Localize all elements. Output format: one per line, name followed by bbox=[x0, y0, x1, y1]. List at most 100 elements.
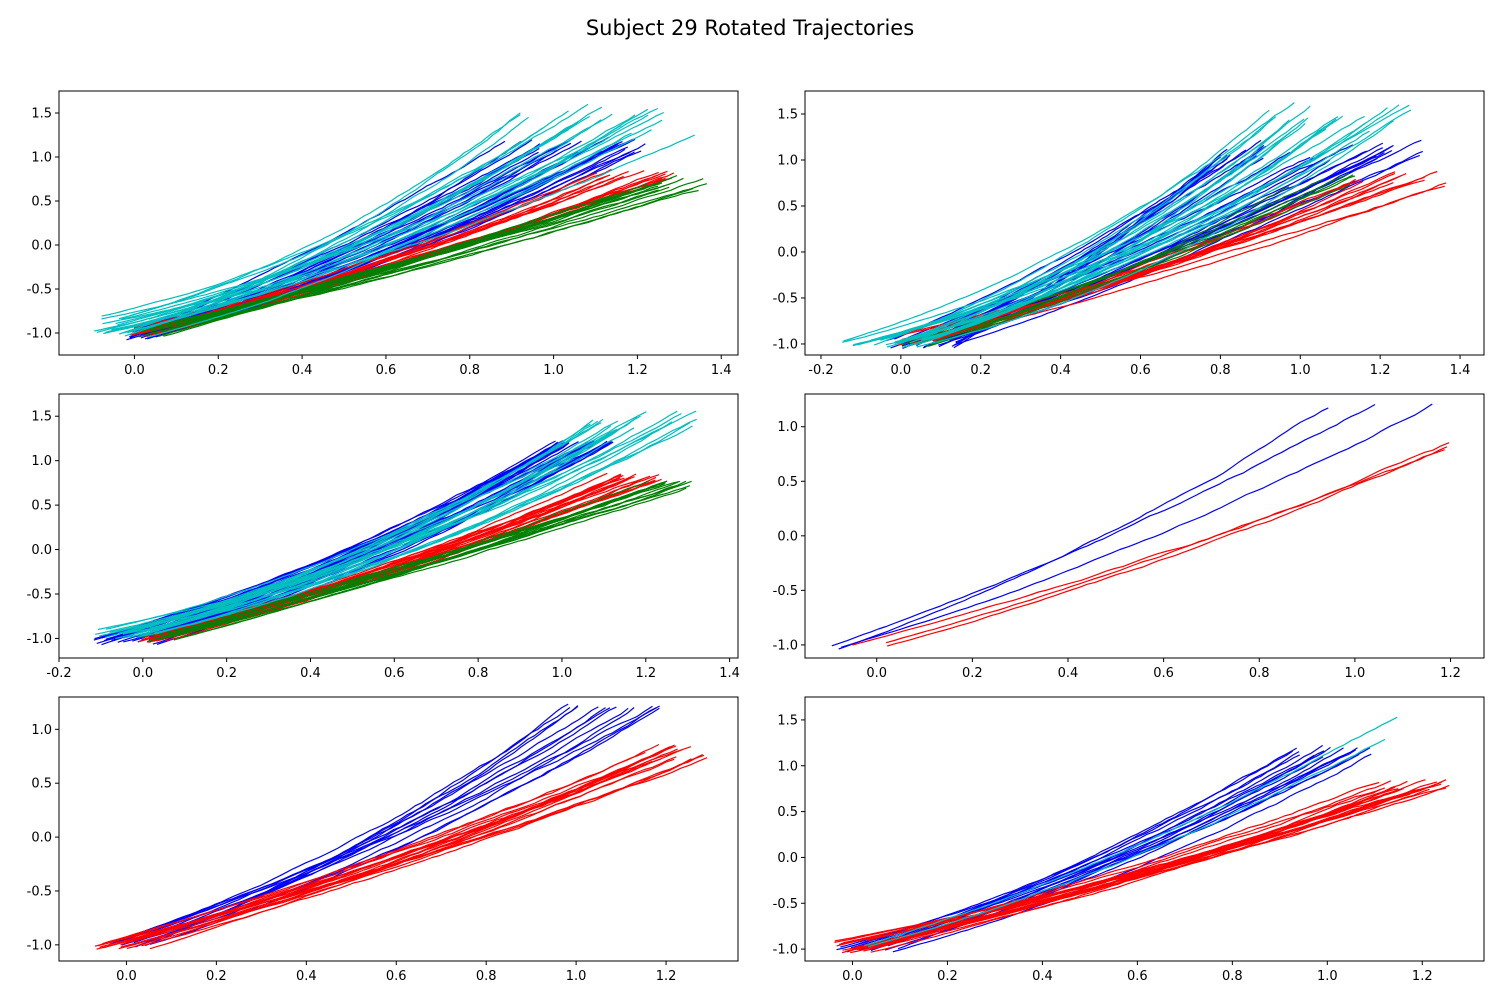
trajectory-line-cyan bbox=[127, 119, 602, 334]
x-tick-label: 0.6 bbox=[1153, 666, 1174, 681]
trajectory-line-blue bbox=[108, 705, 653, 944]
trajectory-line-cyan bbox=[97, 424, 667, 631]
trajectory-line-green bbox=[173, 484, 657, 641]
y-tick-label: 0.0 bbox=[31, 239, 52, 254]
x-tick-label: 1.0 bbox=[566, 969, 587, 984]
y-tick-label: 1.5 bbox=[31, 410, 52, 425]
trajectory-line-cyan bbox=[119, 127, 543, 335]
x-tick-label: 0.4 bbox=[1058, 666, 1079, 681]
axes-frame bbox=[804, 393, 1485, 659]
y-tick-label: 0.5 bbox=[31, 195, 52, 210]
x-tick-label: 0.6 bbox=[376, 363, 397, 378]
x-tick-label: 1.0 bbox=[1317, 969, 1338, 984]
trajectory-group bbox=[94, 103, 708, 341]
x-tick-label: 0.2 bbox=[216, 666, 237, 681]
trajectory-line-cyan bbox=[154, 428, 621, 634]
trajectory-line-cyan bbox=[115, 121, 579, 324]
trajectory-line-green bbox=[135, 185, 659, 333]
trajectory-line-cyan bbox=[885, 122, 1367, 346]
trajectory-line-green bbox=[928, 174, 1354, 347]
x-tick-label: 0.4 bbox=[296, 969, 317, 984]
x-tick-label: 0.2 bbox=[937, 969, 958, 984]
trajectory-line-red bbox=[885, 442, 1450, 644]
y-tick-label: -0.5 bbox=[773, 584, 798, 599]
y-tick-label: -1.0 bbox=[773, 337, 798, 352]
trajectory-line-green bbox=[165, 483, 666, 635]
trajectory-line-blue bbox=[840, 749, 1357, 948]
trajectory-group bbox=[842, 102, 1447, 349]
x-tick-label: 0.8 bbox=[1222, 969, 1243, 984]
trajectory-line-cyan bbox=[121, 107, 659, 320]
y-tick-label: 1.5 bbox=[777, 713, 798, 728]
y-tick-label: -1.0 bbox=[27, 327, 52, 342]
trajectory-line-cyan bbox=[880, 118, 1273, 341]
y-tick-label: -0.5 bbox=[27, 283, 52, 298]
trajectory-line-cyan bbox=[101, 111, 665, 320]
subplot-5: 0.0 0.2 0.4 0.6 0.8 1.0 1.2 -1.0 -0.5 0.0 0.5 1.0 bbox=[27, 696, 739, 984]
y-tick-label: 0.5 bbox=[777, 199, 798, 214]
trajectory-line-green bbox=[160, 481, 679, 640]
trajectory-line-cyan bbox=[106, 418, 604, 630]
trajectory-line-blue bbox=[892, 753, 1372, 953]
x-tick-label: 0.0 bbox=[116, 969, 137, 984]
trajectory-line-cyan bbox=[857, 104, 1410, 346]
x-tick-label: 1.0 bbox=[1290, 363, 1311, 378]
x-tick-label: 1.4 bbox=[719, 666, 740, 681]
axes-frame bbox=[804, 90, 1485, 356]
trajectory-line-red bbox=[841, 780, 1392, 945]
axes-frame bbox=[804, 696, 1485, 962]
trajectory-line-green bbox=[138, 178, 704, 337]
x-tick-label: 1.0 bbox=[543, 363, 564, 378]
y-tick-label: -1.0 bbox=[773, 943, 798, 958]
x-tick-label: 1.2 bbox=[635, 666, 656, 681]
figure-title: Subject 29 Rotated Trajectories bbox=[585, 16, 915, 40]
y-tick-label: -1.0 bbox=[27, 632, 52, 647]
axes-frame bbox=[58, 696, 739, 962]
trajectory-line-cyan bbox=[922, 107, 1388, 342]
trajectory-line-red bbox=[850, 780, 1408, 954]
y-tick-label: 1.0 bbox=[31, 454, 52, 469]
trajectory-line-cyan bbox=[142, 410, 678, 633]
x-tick-label: 1.4 bbox=[1450, 363, 1471, 378]
x-tick-label: 0.6 bbox=[386, 969, 407, 984]
x-tick-label: 0.2 bbox=[962, 666, 983, 681]
y-tick-label: 1.5 bbox=[31, 107, 52, 122]
x-tick-label: 1.0 bbox=[1345, 666, 1366, 681]
trajectory-line-cyan bbox=[96, 115, 590, 333]
trajectory-line-cyan bbox=[843, 102, 1295, 342]
trajectory-line-green bbox=[135, 177, 672, 333]
x-tick-label: 1.2 bbox=[1440, 666, 1461, 681]
y-tick-label: 0.5 bbox=[777, 805, 798, 820]
trajectory-line-red bbox=[852, 449, 1445, 646]
trajectory-line-green bbox=[174, 487, 687, 637]
x-tick-label: 1.2 bbox=[656, 969, 677, 984]
y-tick-label: 1.0 bbox=[777, 420, 798, 435]
trajectory-line-red bbox=[102, 751, 646, 945]
y-tick-label: 0.0 bbox=[777, 529, 798, 544]
trajectory-line-blue bbox=[831, 403, 1376, 647]
trajectory-line-red bbox=[120, 758, 675, 948]
trajectory-line-red bbox=[165, 476, 635, 635]
trajectory-line-red bbox=[868, 781, 1380, 942]
y-tick-label: -1.0 bbox=[773, 638, 798, 653]
trajectory-line-blue bbox=[112, 705, 660, 943]
x-tick-label: 1.2 bbox=[1370, 363, 1391, 378]
trajectory-line-cyan bbox=[864, 716, 1398, 947]
y-tick-label: 1.0 bbox=[777, 759, 798, 774]
trajectory-line-cyan bbox=[903, 119, 1290, 342]
trajectory-line-blue bbox=[101, 441, 569, 639]
trajectory-line-blue bbox=[841, 403, 1433, 648]
x-tick-label: 0.0 bbox=[132, 666, 153, 681]
y-tick-label: 0.5 bbox=[777, 475, 798, 490]
x-tick-label: 0.4 bbox=[292, 363, 313, 378]
trajectory-line-cyan bbox=[102, 134, 695, 325]
trajectory-line-cyan bbox=[900, 130, 1370, 341]
x-tick-label: 1.4 bbox=[711, 363, 732, 378]
trajectory-line-cyan bbox=[117, 411, 647, 635]
trajectory-line-red bbox=[96, 746, 692, 950]
x-tick-label: -0.2 bbox=[808, 363, 833, 378]
y-tick-label: 0.0 bbox=[777, 245, 798, 260]
trajectory-line-cyan bbox=[129, 114, 521, 317]
x-tick-label: -0.2 bbox=[46, 666, 71, 681]
